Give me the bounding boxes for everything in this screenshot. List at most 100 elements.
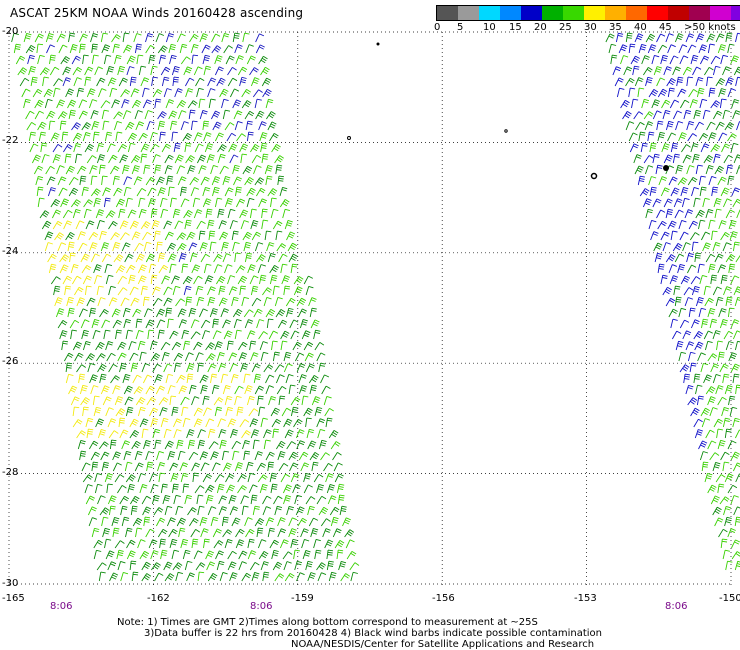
wind-barb: [723, 286, 732, 296]
wind-barb: [123, 385, 133, 395]
wind-barb: [218, 297, 228, 307]
wind-barb: [258, 198, 267, 208]
wind-barb: [89, 374, 98, 384]
wind-barb: [701, 318, 709, 329]
wind-barb: [36, 43, 44, 54]
wind-barb: [102, 527, 111, 538]
wind-barb: [665, 33, 674, 43]
wind-barb: [190, 43, 199, 54]
wind-barb: [690, 407, 700, 417]
wind-barb: [145, 253, 156, 263]
wind-barb: [140, 143, 150, 153]
wind-barb: [296, 297, 307, 307]
wind-barb: [122, 164, 130, 175]
wind-barb: [178, 527, 186, 538]
wind-barb: [198, 230, 206, 241]
wind-barb: [165, 32, 175, 43]
wind-barb: [100, 100, 111, 109]
wind-barb: [703, 330, 713, 340]
wind-barb: [71, 55, 81, 65]
wind-barb: [171, 275, 180, 285]
wind-barb: [62, 275, 73, 285]
wind-barb: [720, 538, 728, 549]
wind-barb: [693, 197, 701, 208]
wind-barb: [181, 406, 189, 417]
wind-barb: [96, 142, 105, 153]
wind-barb: [219, 439, 227, 450]
wind-barb: [662, 109, 671, 120]
wind-barb: [307, 505, 315, 516]
wind-barb: [207, 219, 215, 230]
wind-barb: [316, 352, 326, 362]
wind-barb: [243, 309, 254, 318]
wind-barb: [111, 34, 121, 43]
colorbar-swatch: [668, 6, 689, 20]
wind-barb: [733, 154, 740, 164]
wind-barb: [132, 374, 142, 384]
wind-barb: [286, 505, 295, 516]
wind-barb: [133, 386, 144, 395]
wind-barb: [106, 65, 115, 76]
wind-barb: [189, 518, 199, 527]
wind-barb: [83, 208, 92, 219]
wind-barb: [129, 220, 139, 230]
wind-barb: [303, 472, 311, 483]
wind-barb: [145, 385, 155, 395]
wind-barb: [221, 450, 230, 461]
lon-label: -156: [432, 593, 455, 604]
wind-barb: [117, 65, 126, 76]
wind-barb: [70, 263, 79, 274]
wind-barb: [196, 494, 204, 505]
wind-barb: [271, 418, 282, 428]
wind-barb: [147, 187, 157, 197]
wind-barb: [722, 417, 731, 428]
wind-barb: [192, 472, 200, 483]
wind-barb: [180, 56, 191, 65]
wind-barb: [217, 208, 225, 219]
wind-barb: [248, 484, 258, 494]
wind-barb: [290, 538, 298, 549]
wind-barb: [232, 241, 240, 252]
wind-barb: [318, 439, 327, 450]
lat-label: -28: [2, 467, 19, 478]
wind-barb: [157, 461, 166, 472]
wind-barb: [88, 99, 98, 109]
wind-barb: [203, 263, 212, 274]
wind-barb: [663, 66, 672, 76]
wind-barb: [710, 495, 720, 505]
wind-barb: [131, 440, 141, 450]
wind-barb: [285, 297, 296, 307]
wind-barb: [280, 330, 290, 340]
wind-barb: [187, 100, 198, 109]
wind-barb: [271, 549, 279, 560]
wind-barb: [91, 318, 100, 329]
wind-barb: [334, 473, 344, 483]
wind-barb: [182, 276, 193, 285]
wind-barb: [730, 142, 739, 153]
wind-barb: [54, 232, 64, 241]
wind-barb: [125, 474, 136, 483]
wind-barb: [244, 110, 255, 120]
wind-barb: [59, 120, 67, 131]
wind-barb: [221, 98, 229, 109]
wind-barb: [96, 219, 105, 230]
wind-barb: [112, 462, 122, 472]
wind-barb: [222, 175, 231, 186]
wind-barb: [155, 176, 165, 186]
wind-barb: [700, 362, 709, 373]
wind-barb: [732, 462, 740, 472]
wind-barb: [290, 330, 300, 340]
wind-barb: [314, 406, 323, 417]
wind-barb: [58, 187, 68, 197]
wind-barb: [301, 538, 310, 549]
wind-barb: [150, 65, 158, 76]
wind-barb: [229, 154, 239, 164]
wind-barb: [107, 561, 117, 571]
wind-barb: [710, 363, 720, 373]
wind-barb: [695, 209, 705, 219]
wind-barb: [715, 385, 724, 395]
wind-barb: [194, 143, 204, 153]
wind-barb: [276, 440, 286, 450]
wind-barb: [173, 362, 181, 373]
wind-barb: [689, 232, 700, 241]
